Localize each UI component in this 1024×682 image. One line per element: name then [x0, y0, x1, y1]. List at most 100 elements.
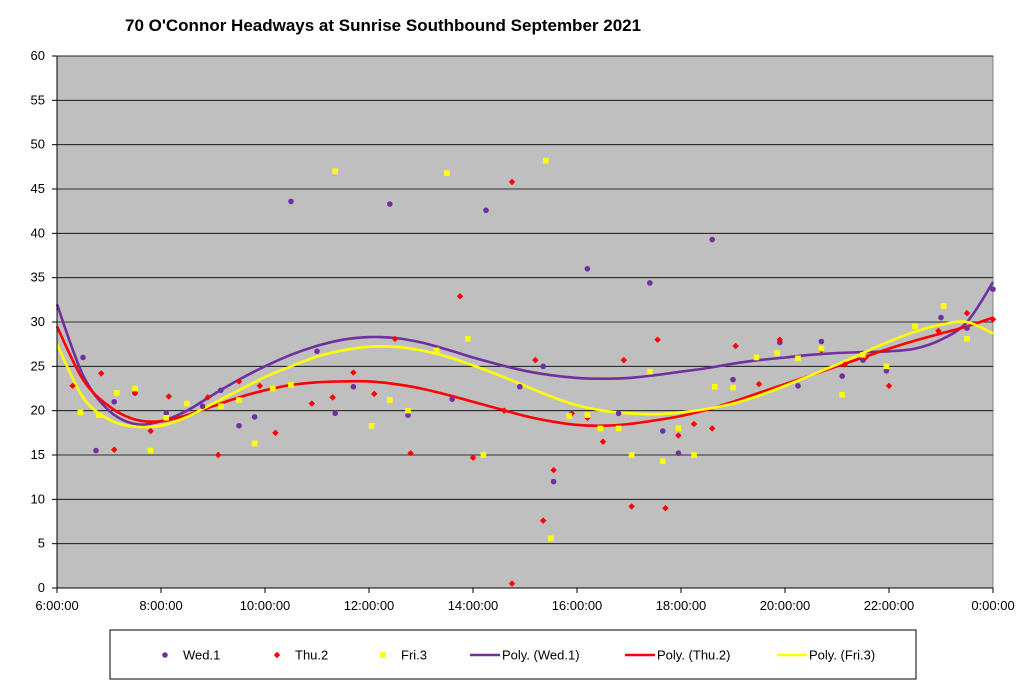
point-s2-26 [628, 452, 635, 458]
point-s1-3 [131, 389, 139, 397]
point-s0-10 [314, 348, 320, 355]
point-s2-21 [548, 535, 554, 542]
point-s0-33 [938, 314, 944, 321]
point-s0-34 [964, 325, 970, 332]
point-s2-35 [795, 355, 801, 362]
legend-swatch-1 [273, 651, 281, 659]
y-tick-label-9: 45 [31, 181, 45, 196]
point-s0-16 [483, 207, 489, 214]
point-s1-8 [235, 378, 243, 385]
point-s0-0 [80, 354, 86, 361]
point-s2-16 [433, 347, 440, 354]
trendline-5 [55, 320, 994, 429]
legend-label-5: Poly. (Fri.3) [809, 648, 875, 663]
point-s2-1 [95, 412, 102, 418]
point-s2-22 [566, 413, 572, 419]
point-s2-24 [597, 425, 604, 432]
legend: Wed.1 Thu.2 Fri.3 Poly. (Wed.1) Poly. (Thu.2… [109, 629, 917, 680]
point-s1-42 [935, 327, 942, 335]
point-s2-41 [940, 303, 947, 309]
y-tick-label-1: 5 [38, 536, 45, 551]
point-s1-43 [963, 309, 971, 317]
point-s2-6 [184, 400, 190, 407]
point-s0-6 [218, 387, 224, 394]
x-tick-label-0: 6:00:00 [35, 598, 78, 613]
point-s1-2 [111, 446, 118, 453]
point-s1-31 [662, 505, 669, 512]
point-s2-18 [465, 336, 471, 342]
point-s1-14 [371, 390, 378, 398]
point-s0-18 [540, 363, 546, 370]
point-s2-15 [405, 407, 411, 414]
point-s0-21 [615, 410, 622, 417]
point-s0-23 [660, 428, 666, 434]
gridlines [57, 55, 993, 545]
point-s0-24 [675, 450, 682, 457]
y-tick-label-7: 35 [31, 270, 45, 285]
point-s1-21 [508, 580, 516, 587]
point-s1-28 [620, 356, 627, 364]
point-s0-35 [990, 286, 996, 292]
point-s2-32 [730, 384, 736, 391]
y-tick-label-2: 10 [31, 491, 45, 506]
point-s0-1 [93, 447, 99, 454]
point-s0-25 [709, 236, 715, 243]
x-tick-label-9: 0:00:00 [971, 598, 1014, 613]
point-s0-32 [883, 367, 890, 374]
point-s0-22 [647, 280, 653, 286]
y-tick-label-11: 55 [31, 92, 45, 107]
point-s0-14 [405, 412, 411, 418]
point-s1-4 [147, 427, 154, 435]
point-s2-31 [712, 383, 718, 390]
point-s1-0 [69, 382, 76, 390]
point-s2-27 [647, 368, 653, 375]
point-s2-20 [543, 157, 549, 164]
point-s1-24 [550, 466, 557, 474]
point-s0-19 [550, 478, 557, 485]
point-s1-16 [407, 450, 414, 457]
point-s2-29 [675, 425, 682, 432]
point-s1-10 [272, 429, 279, 437]
x-tick-label-5: 16:00:00 [552, 598, 603, 613]
legend-label-0: Wed.1 [183, 648, 220, 663]
point-s0-28 [795, 383, 801, 389]
legend-swatch-0 [162, 652, 168, 658]
y-tick-label-4: 20 [31, 403, 45, 418]
y-tick-label-12: 60 [31, 48, 45, 63]
x-tick-label-3: 12:00:00 [344, 598, 395, 613]
x-tick-label-1: 8:00:00 [139, 598, 182, 613]
point-s0-11 [332, 410, 339, 417]
x-axis-ticks: 6:00:00 8:00:00 10:00:00 12:00:00 14:00:00 16… [35, 588, 1015, 613]
point-s0-8 [251, 414, 258, 420]
point-s1-44 [989, 316, 997, 323]
point-s0-29 [818, 338, 825, 345]
point-s2-23 [584, 412, 591, 418]
point-s1-20 [508, 178, 516, 186]
point-s0-7 [236, 422, 242, 429]
point-s2-34 [774, 350, 780, 356]
point-s0-17 [517, 383, 523, 390]
point-s2-7 [218, 403, 224, 410]
point-s1-1 [98, 370, 105, 377]
point-s0-20 [584, 266, 591, 272]
y-tick-label-6: 30 [31, 314, 45, 329]
chart-title: 70 O'Connor Headways at Sunrise Southbou… [125, 16, 641, 35]
point-s1-12 [329, 394, 336, 401]
point-s0-9 [288, 198, 294, 205]
trendlines [55, 281, 995, 429]
point-s1-23 [540, 517, 547, 524]
point-s2-2 [114, 390, 120, 396]
point-s2-11 [288, 382, 294, 388]
point-s1-13 [350, 369, 357, 376]
y-tick-label-0: 0 [38, 580, 45, 595]
point-s2-4 [147, 447, 154, 454]
point-s1-9 [256, 382, 263, 390]
point-s2-37 [839, 391, 845, 398]
point-s1-17 [456, 293, 464, 300]
point-s1-30 [654, 336, 661, 343]
point-s1-41 [885, 382, 893, 390]
point-s2-33 [753, 354, 760, 361]
point-s1-34 [709, 425, 716, 432]
trendline-3 [55, 281, 995, 426]
